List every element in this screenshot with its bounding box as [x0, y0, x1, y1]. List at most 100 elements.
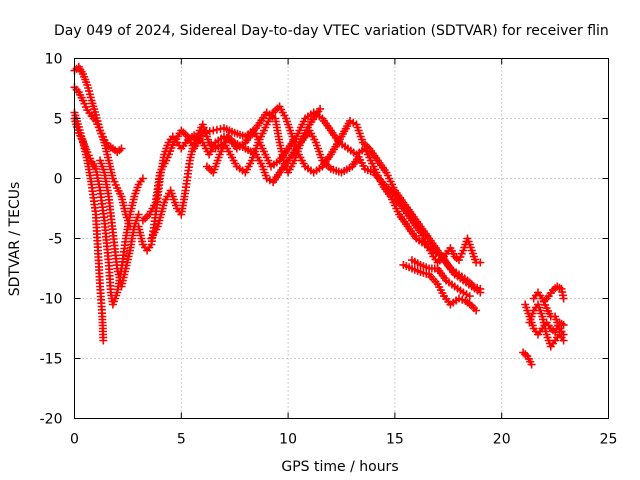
data-point [527, 360, 536, 369]
data-point [210, 165, 219, 174]
data-point [198, 120, 207, 129]
data-point [214, 153, 223, 162]
data-point [163, 153, 172, 162]
data-point [248, 153, 257, 162]
data-point [353, 123, 362, 132]
data-point [168, 192, 177, 201]
axis-ticks [74, 58, 609, 419]
series-arc-9 [202, 108, 485, 293]
series-arc-16 [540, 282, 568, 305]
data-point [315, 147, 324, 156]
y-tick-label: -20 [40, 412, 63, 428]
data-point [534, 300, 542, 309]
chart-title: Day 049 of 2024, Sidereal Day-to-day VTE… [54, 23, 609, 39]
data-point [212, 159, 221, 168]
data-point [251, 147, 259, 156]
y-tick-label: -10 [40, 292, 63, 308]
data-point [542, 330, 551, 339]
data-point [317, 153, 326, 162]
data-point [96, 126, 105, 135]
data-point [138, 174, 147, 183]
data-point [357, 135, 366, 144]
data-point [260, 168, 269, 177]
data-point [131, 219, 140, 228]
y-tick-labels: 10 5 0 -5 -10 -15 -20 [40, 52, 63, 428]
data-point [355, 129, 364, 138]
data-point [200, 126, 209, 135]
data-point [132, 216, 141, 225]
data-point [356, 132, 365, 141]
x-tick-labels: 0 5 10 15 20 25 [70, 432, 617, 448]
series-arc-15 [519, 348, 536, 369]
data-point [96, 156, 105, 165]
data-point [316, 150, 325, 159]
data-point [117, 144, 126, 153]
data-point [211, 162, 220, 171]
data-point [249, 150, 258, 159]
y-tick-label: 5 [54, 112, 63, 128]
data-point [314, 144, 322, 153]
data-point [554, 321, 563, 330]
data-point [455, 294, 463, 303]
data-point [522, 303, 531, 312]
data-point [247, 156, 256, 165]
data-point [259, 165, 268, 174]
series-arc-14 [529, 288, 568, 339]
data-point [287, 129, 296, 138]
x-axis-label: GPS time / hours [281, 459, 398, 475]
data-point [132, 186, 141, 195]
series-arc-8 [147, 102, 485, 297]
data-point [98, 132, 107, 141]
data-point [204, 135, 212, 144]
data-point [285, 123, 294, 132]
data-point [97, 129, 106, 138]
data-point [465, 292, 474, 301]
data-point [460, 243, 469, 252]
data-point [521, 300, 530, 309]
series-line [205, 111, 482, 290]
x-tick-label: 20 [493, 432, 511, 448]
data-point [311, 138, 320, 147]
series-arc-11 [408, 256, 474, 301]
series-arc-13 [525, 300, 568, 351]
data-point [543, 333, 552, 342]
y-tick-label: -15 [40, 352, 63, 368]
data-point [199, 123, 208, 132]
data-point [167, 189, 176, 198]
data-point [213, 156, 222, 165]
x-tick-label: 10 [279, 432, 297, 448]
data-point [535, 303, 544, 312]
data-point [133, 213, 142, 222]
data-point [465, 240, 474, 249]
data-point [134, 210, 143, 219]
grid-lines [74, 58, 609, 419]
data-point [466, 243, 475, 252]
data-point [523, 306, 532, 315]
y-tick-label: 10 [45, 52, 63, 68]
data-traces [70, 62, 568, 369]
y-tick-label: -5 [49, 232, 63, 248]
data-point [169, 195, 178, 204]
series-arc-4 [70, 114, 147, 309]
data-point [202, 132, 211, 141]
data-point [316, 104, 325, 113]
data-point [551, 312, 560, 321]
data-point [280, 159, 289, 168]
data-point [292, 144, 301, 153]
data-point [526, 315, 535, 324]
data-point [98, 162, 107, 171]
data-point [99, 135, 108, 144]
data-point [286, 126, 295, 135]
data-point [354, 126, 363, 135]
data-point [464, 237, 473, 246]
data-point [162, 156, 171, 165]
data-point [261, 171, 270, 180]
data-point [476, 258, 485, 267]
data-point [133, 183, 142, 192]
data-point [536, 306, 545, 315]
x-tick-label: 5 [177, 432, 186, 448]
data-point [99, 165, 108, 174]
data-point [553, 318, 562, 327]
series-arc-10 [399, 260, 481, 315]
